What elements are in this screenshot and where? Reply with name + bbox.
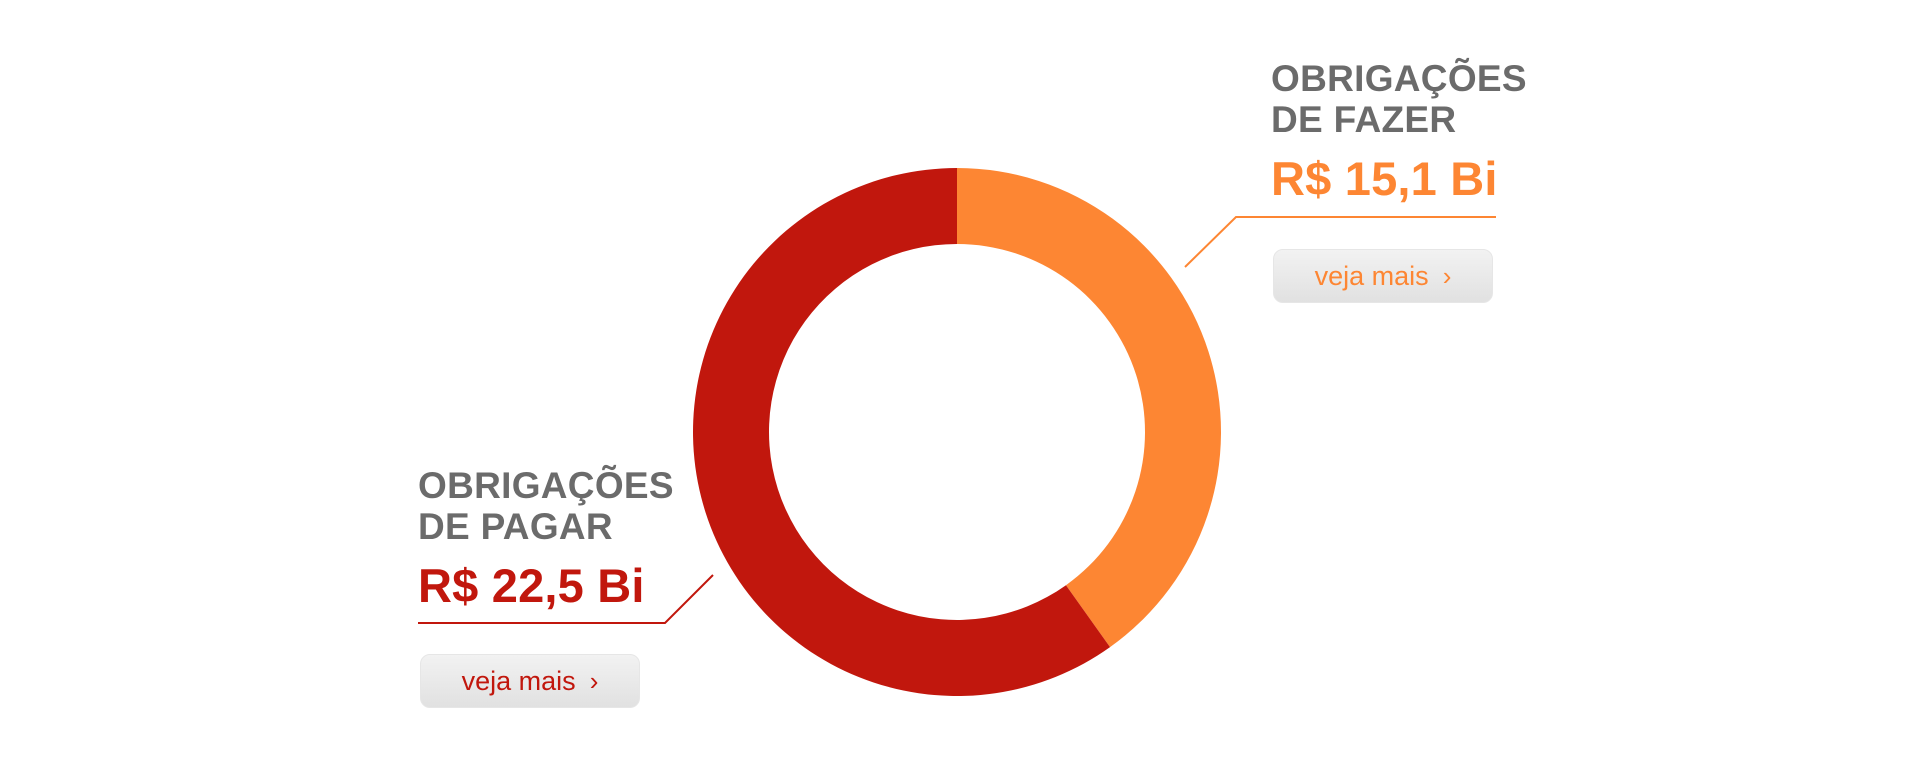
donut-slice-pagar (693, 168, 1111, 697)
veja-mais-fazer-label: veja mais (1314, 260, 1429, 291)
donut-slice-fazer (957, 168, 1221, 648)
chevron-right-icon: › (1442, 261, 1452, 291)
slice-title-fazer-line2: DE FAZER (1271, 99, 1457, 140)
slice-value-fazer: R$ 15,1 Bi (1271, 152, 1498, 205)
slice-title-pagar-line1: OBRIGAÇÕES (418, 465, 674, 506)
leader-line-pagar (418, 574, 714, 624)
leader-line-fazer (1184, 216, 1496, 268)
slice-title-pagar-line2: DE PAGAR (418, 506, 613, 547)
label-pagar: OBRIGAÇÕES DE PAGAR R$ 22,5 Bi (418, 465, 674, 613)
label-fazer: OBRIGAÇÕES DE FAZER R$ 15,1 Bi (1271, 58, 1527, 206)
slice-value-pagar: R$ 22,5 Bi (418, 559, 645, 612)
slice-title-pagar: OBRIGAÇÕES DE PAGAR (418, 465, 674, 547)
donut-slices (693, 168, 1221, 697)
veja-mais-fazer-button[interactable]: veja mais › (1273, 249, 1493, 303)
slice-title-fazer-line1: OBRIGAÇÕES (1271, 58, 1527, 99)
veja-mais-pagar-button[interactable]: veja mais › (420, 654, 640, 708)
veja-mais-pagar-label: veja mais (461, 665, 576, 696)
slice-title-fazer: OBRIGAÇÕES DE FAZER (1271, 58, 1527, 140)
chevron-right-icon: › (589, 666, 599, 696)
